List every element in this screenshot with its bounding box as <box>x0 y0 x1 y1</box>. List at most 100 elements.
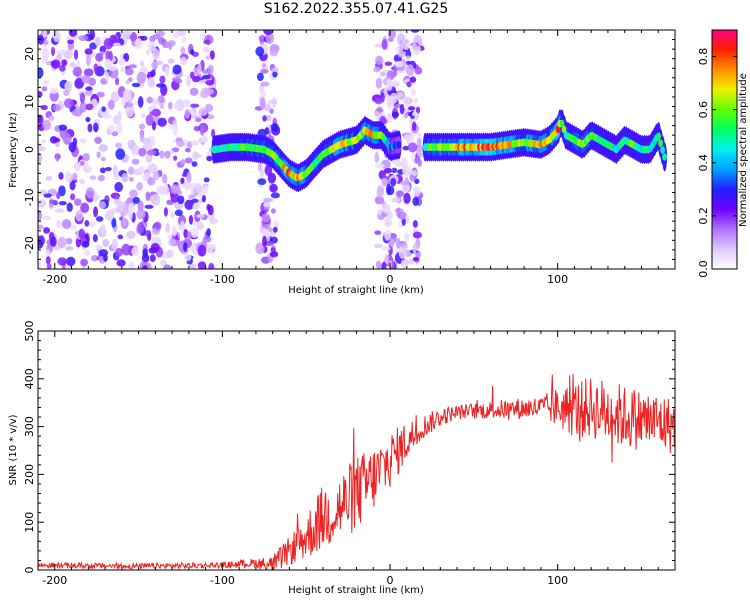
noise-cell <box>159 150 165 159</box>
noise-cell <box>399 212 406 220</box>
noise-cell <box>181 35 187 44</box>
noise-cell <box>98 201 106 209</box>
y-tick-label: 400 <box>23 368 36 389</box>
y-tick-label: 20 <box>23 47 36 61</box>
y-tick-label: 0 <box>23 146 36 153</box>
noise-cell <box>209 50 215 60</box>
noise-cell <box>50 46 56 57</box>
noise-cell <box>381 246 391 251</box>
noise-cell <box>375 77 383 89</box>
noise-cell <box>147 176 156 186</box>
noise-cell <box>163 181 168 193</box>
noise-cell <box>113 175 120 181</box>
noise-cell <box>184 199 194 211</box>
noise-cell <box>184 108 191 120</box>
noise-cell <box>384 229 391 241</box>
noise-cell <box>136 182 143 191</box>
noise-cell <box>391 197 400 203</box>
noise-cell <box>168 42 173 51</box>
noise-cell <box>399 241 408 250</box>
noise-cell <box>170 212 175 219</box>
noise-cell <box>64 82 71 90</box>
noise-cell <box>142 265 148 269</box>
noise-cell <box>412 256 420 262</box>
noise-cell <box>402 165 412 176</box>
noise-cell <box>191 161 198 167</box>
noise-cell <box>116 200 125 213</box>
noise-cell <box>85 86 93 91</box>
noise-cell <box>58 124 68 131</box>
noise-cell <box>85 116 91 123</box>
noise-cell <box>270 236 278 244</box>
noise-cell <box>208 262 215 269</box>
noise-cell <box>158 94 165 104</box>
noise-cell <box>387 37 394 42</box>
noise-cell <box>148 41 157 52</box>
noise-cell <box>130 31 138 43</box>
noise-cell <box>412 170 418 177</box>
noise-cell <box>65 237 73 245</box>
noise-cell <box>80 161 85 166</box>
noise-cell <box>259 97 266 109</box>
noise-cell <box>168 101 173 110</box>
noise-cell <box>140 35 148 41</box>
y-tick-label: 10 <box>23 95 36 109</box>
noise-cell <box>165 222 170 234</box>
noise-cell <box>406 136 411 144</box>
noise-cell <box>375 55 384 66</box>
noise-cell <box>400 259 406 269</box>
noise-cell <box>196 213 205 219</box>
noise-cell <box>183 228 189 239</box>
noise-cell <box>163 264 172 269</box>
noise-cell <box>138 165 145 174</box>
noise-cell <box>114 181 124 193</box>
noise-cell <box>104 210 114 222</box>
noise-cell <box>415 132 423 138</box>
noise-cell <box>127 166 135 175</box>
noise-cell <box>397 44 404 52</box>
noise-cell <box>131 82 141 88</box>
noise-cell <box>151 121 157 131</box>
noise-cell <box>137 96 144 108</box>
noise-cell <box>66 256 76 267</box>
noise-cell <box>413 186 421 197</box>
y-tick-label: 0 <box>23 567 36 574</box>
noise-cell <box>184 254 192 262</box>
noise-cell <box>137 222 145 234</box>
noise-cell <box>411 42 418 50</box>
noise-cell <box>38 67 44 78</box>
noise-cell <box>164 150 171 159</box>
noise-cell <box>157 117 167 127</box>
noise-cell <box>117 234 124 240</box>
noise-cell <box>73 161 81 172</box>
noise-cell <box>43 215 52 221</box>
noise-cell <box>151 60 159 70</box>
noise-cell <box>262 235 267 247</box>
noise-cell <box>267 172 277 184</box>
noise-cell <box>183 241 188 253</box>
noise-cell <box>401 183 411 193</box>
noise-cell <box>82 153 90 162</box>
noise-cell <box>147 76 156 88</box>
noise-cell <box>200 135 208 143</box>
snr-y-label: SNR (10 * v/v) <box>8 414 19 485</box>
noise-cell <box>101 156 106 162</box>
noise-cell <box>70 224 78 231</box>
noise-cell <box>140 60 145 67</box>
noise-cell <box>174 209 184 217</box>
noise-cell <box>180 177 185 184</box>
noise-cell <box>402 96 412 104</box>
noise-cell <box>85 103 94 111</box>
snr-x-ticks: -200 -100 0 100 <box>37 331 676 587</box>
noise-cell <box>405 60 411 65</box>
noise-cell <box>128 64 137 69</box>
noise-cell <box>270 208 276 214</box>
noise-cell <box>126 230 136 239</box>
noise-cell <box>95 52 104 62</box>
noise-cell <box>374 163 385 169</box>
noise-cell <box>414 157 421 165</box>
noise-cell <box>55 219 62 229</box>
noise-cell <box>56 49 67 56</box>
ridge-core <box>555 125 561 134</box>
